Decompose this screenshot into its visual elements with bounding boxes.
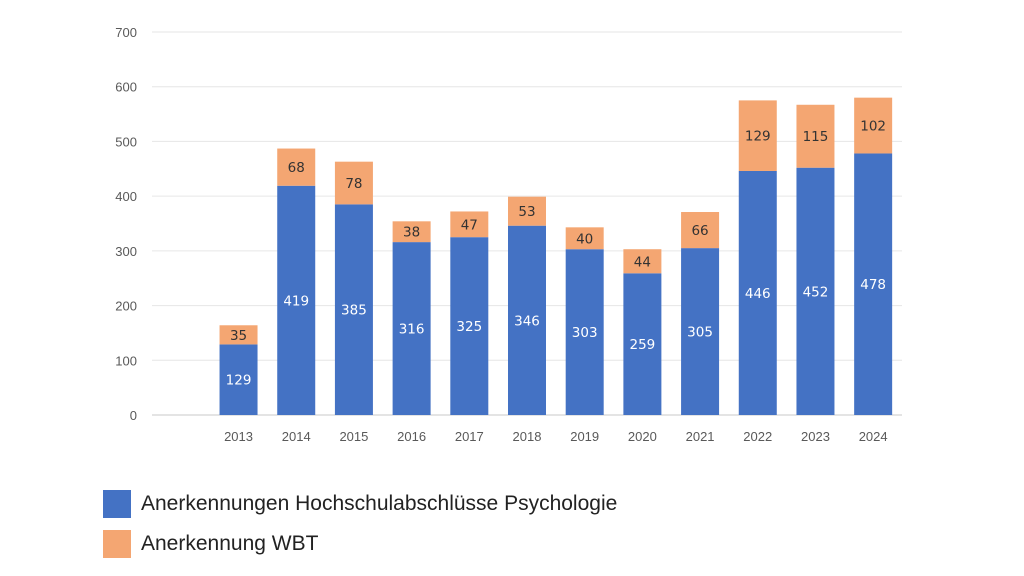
legend-label: Anerkennung WBT <box>141 532 319 555</box>
data-label: 40 <box>576 231 593 247</box>
x-tick-label: 2015 <box>339 429 368 444</box>
x-tick-label: 2016 <box>397 429 426 444</box>
bar-segment <box>623 249 662 274</box>
data-label: 452 <box>803 284 829 300</box>
x-tick-label: 2013 <box>224 429 253 444</box>
data-label: 66 <box>691 223 708 239</box>
bar-segment <box>508 225 546 415</box>
data-label: 478 <box>860 277 886 293</box>
y-tick-label: 0 <box>130 408 137 423</box>
x-tick-label: 2022 <box>743 429 772 444</box>
bar-segment <box>277 148 316 186</box>
bar-segment <box>681 212 720 249</box>
data-label: 259 <box>629 337 655 353</box>
bar-segment <box>219 344 258 415</box>
y-tick-label: 100 <box>115 353 137 368</box>
x-tick-label: 2023 <box>801 429 830 444</box>
bar-segment <box>796 104 835 168</box>
x-tick-label: 2020 <box>628 429 657 444</box>
x-tick-label: 2018 <box>513 429 542 444</box>
bar-segment <box>392 242 431 415</box>
x-tick-label: 2014 <box>282 429 311 444</box>
data-label: 129 <box>226 373 252 389</box>
data-label: 419 <box>283 293 309 309</box>
bar-segment <box>738 100 777 171</box>
y-tick-label: 600 <box>115 80 137 95</box>
bar-segment <box>450 211 489 238</box>
bar-segment <box>796 167 835 415</box>
bar-segment <box>854 153 893 416</box>
bar-segment <box>277 185 316 415</box>
y-tick-label: 700 <box>115 25 137 40</box>
stacked-bar-chart: 0 100 200 300 400 500 600 700 2013 129 35 2014 419 68… <box>115 25 902 444</box>
bar-segment <box>508 196 546 226</box>
y-tick-label: 500 <box>115 134 137 149</box>
data-label: 35 <box>230 328 247 344</box>
bar-segment <box>334 204 373 415</box>
y-tick-label: 300 <box>115 244 137 259</box>
data-label: 38 <box>403 225 420 241</box>
data-label: 446 <box>745 286 771 302</box>
bar-segment <box>334 161 373 205</box>
bar-segment <box>565 249 604 415</box>
data-label: 115 <box>803 129 829 145</box>
x-tick-label: 2017 <box>455 429 484 444</box>
data-label: 102 <box>860 119 886 135</box>
bar-segment <box>219 325 258 345</box>
x-tick-label: 2024 <box>859 429 888 444</box>
bar-segment <box>681 248 720 415</box>
bar-segment <box>623 273 662 415</box>
data-label: 47 <box>461 217 478 233</box>
bar-segment <box>565 227 604 250</box>
data-label: 68 <box>288 160 305 176</box>
legend-swatch-blue <box>103 490 131 518</box>
bar-segment <box>450 237 489 415</box>
legend-item-wbt: Anerkennung WBT <box>103 530 318 558</box>
bar-segment <box>738 170 777 415</box>
legend-item-psychologie: Anerkennungen Hochschulabschlüsse Psycho… <box>103 490 617 518</box>
y-tick-label: 400 <box>115 189 137 204</box>
y-tick-label: 200 <box>115 299 137 314</box>
data-label: 346 <box>514 313 540 329</box>
data-label: 78 <box>345 176 362 192</box>
x-tick-label: 2021 <box>686 429 715 444</box>
legend-swatch-orange <box>103 530 131 558</box>
bar-segment <box>392 221 431 243</box>
data-label: 316 <box>399 322 425 338</box>
legend-label: Anerkennungen Hochschulabschlüsse Psycho… <box>141 492 618 515</box>
data-label: 303 <box>572 325 598 341</box>
data-label: 385 <box>341 303 367 319</box>
bar-segment <box>854 97 893 154</box>
data-label: 44 <box>634 254 651 270</box>
data-label: 53 <box>518 204 535 220</box>
data-label: 129 <box>745 129 771 145</box>
data-label: 305 <box>687 325 713 341</box>
data-label: 325 <box>456 319 482 335</box>
x-tick-label: 2019 <box>570 429 599 444</box>
